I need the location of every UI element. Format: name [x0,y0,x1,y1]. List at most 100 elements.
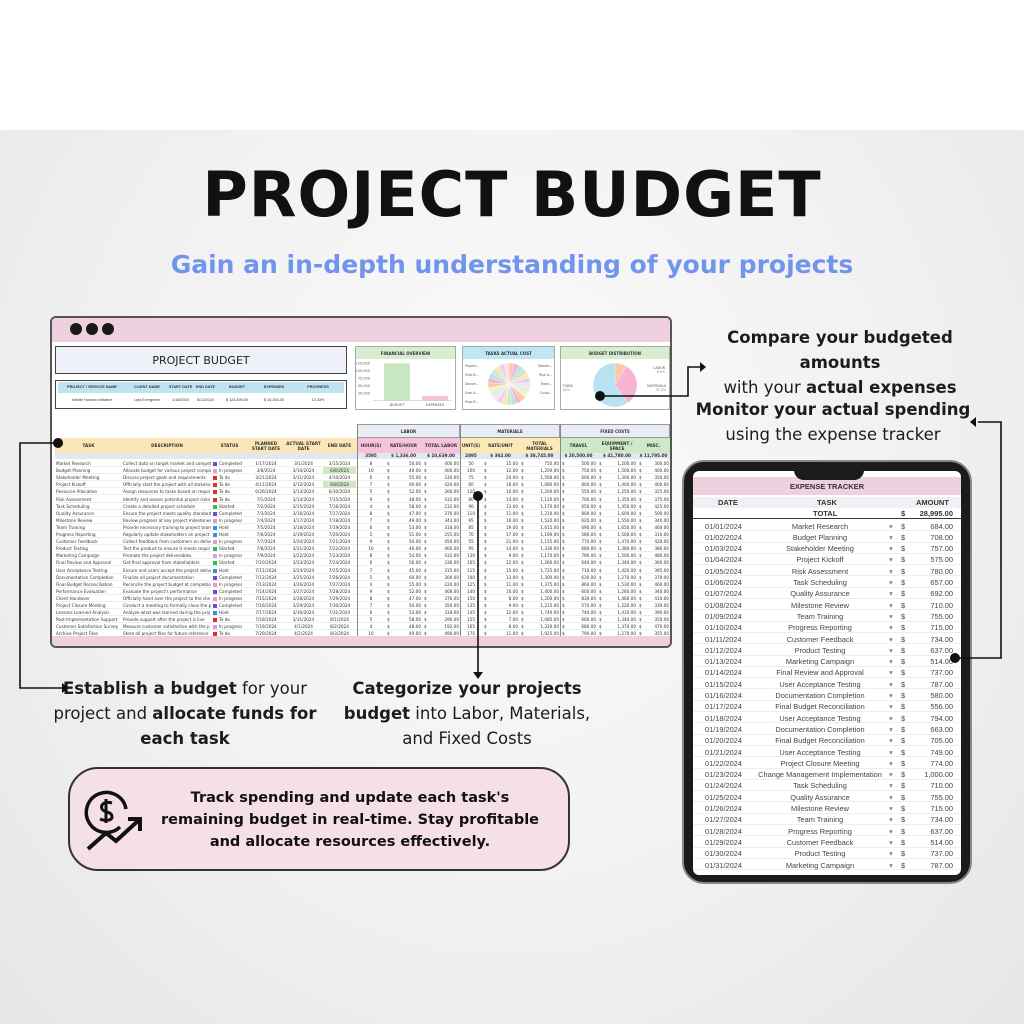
status-cell[interactable]: Started [213,559,246,566]
status-cell[interactable]: To do [213,630,246,637]
expense-row[interactable]: 01/10/2024 Progress Reporting ▾ $715.00 [693,622,961,633]
dropdown-arrow-icon[interactable]: ▾ [889,544,893,554]
status-cell[interactable]: To do [213,474,246,481]
dropdown-arrow-icon[interactable]: ▾ [889,770,893,780]
info-value[interactable]: Lyla Evergreen [134,398,160,403]
table-row[interactable]: Stakeholder Meeting Discuss project goals… [55,474,670,482]
status-cell[interactable]: Hold [213,567,246,574]
status-cell[interactable]: In progress [213,552,246,559]
table-row[interactable]: Market Research Collect data on target ma… [55,460,670,468]
column-header[interactable]: PLANNED START DATE [247,438,285,453]
dropdown-arrow-icon[interactable]: ▾ [889,600,893,610]
dropdown-arrow-icon[interactable]: ▾ [889,611,893,621]
table-row[interactable]: Risk Assessment Identify and assess poten… [55,496,670,503]
dropdown-arrow-icon[interactable]: ▾ [889,521,893,531]
expense-task[interactable]: User Acceptance Testing [779,679,861,689]
expense-row[interactable]: 01/26/2024 Milestone Review ▾ $715.00 [693,803,961,814]
expense-row[interactable]: 01/06/2024 Task Scheduling ▾ $657.00 [693,577,961,588]
column-header[interactable]: MISC. [637,438,670,453]
expense-row[interactable]: 01/24/2024 Task Scheduling ▾ $710.00 [693,780,961,792]
expense-task[interactable]: Stakeholder Meeting [786,544,854,554]
status-cell[interactable]: In progress [213,595,246,602]
expense-row[interactable]: 01/05/2024 Risk Assessment ▾ $780.00 [693,565,961,577]
window-dot-icon[interactable] [86,323,98,335]
expense-task[interactable]: User Acceptance Testing [779,713,861,723]
expense-task[interactable]: Documentation Completion [775,724,865,734]
table-row[interactable]: Marketing Campaign Promote the project de… [55,552,670,560]
status-cell[interactable]: To do [213,616,246,623]
table-row[interactable]: Project Closure Meeting Conduct a meeting… [55,602,670,610]
expense-row[interactable]: 01/13/2024 Marketing Campaign ▾ $514.00 [693,656,961,667]
window-dot-icon[interactable] [70,323,82,335]
expense-task[interactable]: Final Budget Reconciliation [775,736,865,746]
table-row[interactable]: Resource Allocation Assign resources to t… [55,488,670,496]
column-header[interactable]: STATUS [212,438,247,453]
expense-row[interactable]: 01/14/2024 Final Review and Approval ▾ $737… [693,667,961,679]
column-header[interactable]: HOUR(S) [357,438,385,453]
status-cell[interactable]: Completed [213,460,246,467]
expense-task[interactable]: Product Testing [794,849,846,859]
expense-task[interactable]: User Acceptance Testing [779,747,861,757]
column-header[interactable]: RATE/UNIT [482,438,519,453]
info-value[interactable]: $ 15,263.00 [263,398,285,403]
expense-task[interactable]: Progress Reporting [788,826,852,836]
column-header[interactable]: TRAVEL [560,438,597,453]
status-cell[interactable]: Completed [213,574,246,581]
dropdown-arrow-icon[interactable]: ▾ [889,747,893,757]
dropdown-arrow-icon[interactable]: ▾ [889,849,893,859]
info-value[interactable]: 1/18/2024 [172,398,189,403]
expense-row[interactable]: 01/29/2024 Customer Feedback ▾ $514.00 [693,836,961,848]
table-row[interactable]: Post-Implementation Support Provide suppo… [55,616,670,624]
table-row[interactable]: Performance Evaluation Evaluate the proje… [55,588,670,595]
dropdown-arrow-icon[interactable]: ▾ [889,691,893,700]
info-value[interactable]: Infinite Horizon Initiative [71,398,113,403]
expense-task[interactable]: Team Training [796,611,844,621]
table-row[interactable]: Lessons Learned Analysis Analyze what was… [55,609,670,617]
expense-task[interactable]: Marketing Campaign [785,860,855,870]
expense-task[interactable]: Product Testing [794,645,846,655]
dropdown-arrow-icon[interactable]: ▾ [889,758,893,768]
expense-task[interactable]: Project Closure Meeting [780,758,860,768]
expense-row[interactable]: 01/15/2024 User Acceptance Testing ▾ $787.0… [693,678,961,690]
table-row[interactable]: Task Scheduling Create a detailed project… [55,503,670,510]
expense-row[interactable]: 01/19/2024 Documentation Completion ▾ $663.… [693,723,961,735]
expense-row[interactable]: 01/31/2024 Marketing Campaign ▾ $787.00 [693,859,961,871]
status-cell[interactable]: Started [213,545,246,552]
expense-task[interactable]: Risk Assessment [791,566,849,576]
dropdown-arrow-icon[interactable]: ▾ [889,837,893,847]
status-cell[interactable]: To do [213,488,246,495]
expense-row[interactable]: 01/20/2024 Final Budget Reconciliation ▾ $7… [693,735,961,746]
table-row[interactable]: Final Budget Reconciliation Reconcile the… [55,581,670,588]
dropdown-arrow-icon[interactable]: ▾ [889,815,893,825]
column-header[interactable]: TOTAL MATERIALS [519,438,560,453]
table-row[interactable]: Final Review and Approval Get final appro… [55,559,670,567]
expense-row[interactable]: 01/17/2024 Final Budget Reconciliation ▾ $5… [693,701,961,713]
expense-row[interactable]: 01/08/2024 Milestone Review ▾ $710.00 [693,599,961,611]
expense-task[interactable]: Milestone Review [791,600,849,610]
expense-task[interactable]: Quality Assurance [790,589,850,599]
expense-task[interactable]: Final Budget Reconciliation [775,702,865,712]
expense-row[interactable]: 01/23/2024 Change Management Implementati… [693,769,961,780]
column-header[interactable]: EQUIPMENT / SPACE [597,438,637,453]
status-cell[interactable]: Hold [213,531,246,538]
status-cell[interactable]: In progress [213,623,246,630]
column-header[interactable]: DESCRIPTION [122,438,212,453]
expense-row[interactable]: 01/12/2024 Product Testing ▾ $637.00 [693,644,961,656]
expense-task[interactable]: Progress Reporting [788,623,852,633]
info-value[interactable]: 12.33% [311,398,325,403]
table-row[interactable]: User Acceptance Testing Ensure end users … [55,567,670,574]
expense-task[interactable]: Task Scheduling [793,578,847,587]
expense-row[interactable]: 01/02/2024 Budget Planning ▾ $708.00 [693,531,961,543]
info-value[interactable]: $ 123,809.00 [225,398,249,403]
dropdown-arrow-icon[interactable]: ▾ [889,736,893,746]
expense-row[interactable]: 01/04/2024 Project Kickoff ▾ $575.00 [693,554,961,566]
expense-task[interactable]: Project Kickoff [796,555,844,565]
expense-row[interactable]: 01/07/2024 Quality Assurance ▾ $692.00 [693,588,961,600]
dropdown-arrow-icon[interactable]: ▾ [889,555,893,565]
expense-task[interactable]: Final Review and Approval [776,668,864,678]
expense-task[interactable]: Customer Feedback [786,634,854,644]
table-row[interactable]: Progress Reporting Regularly update stake… [55,531,670,539]
dropdown-arrow-icon[interactable]: ▾ [889,634,893,644]
expense-task[interactable]: Change Management Implementation [758,770,882,780]
table-row[interactable]: Milestone Review Review progress at key p… [55,517,670,524]
